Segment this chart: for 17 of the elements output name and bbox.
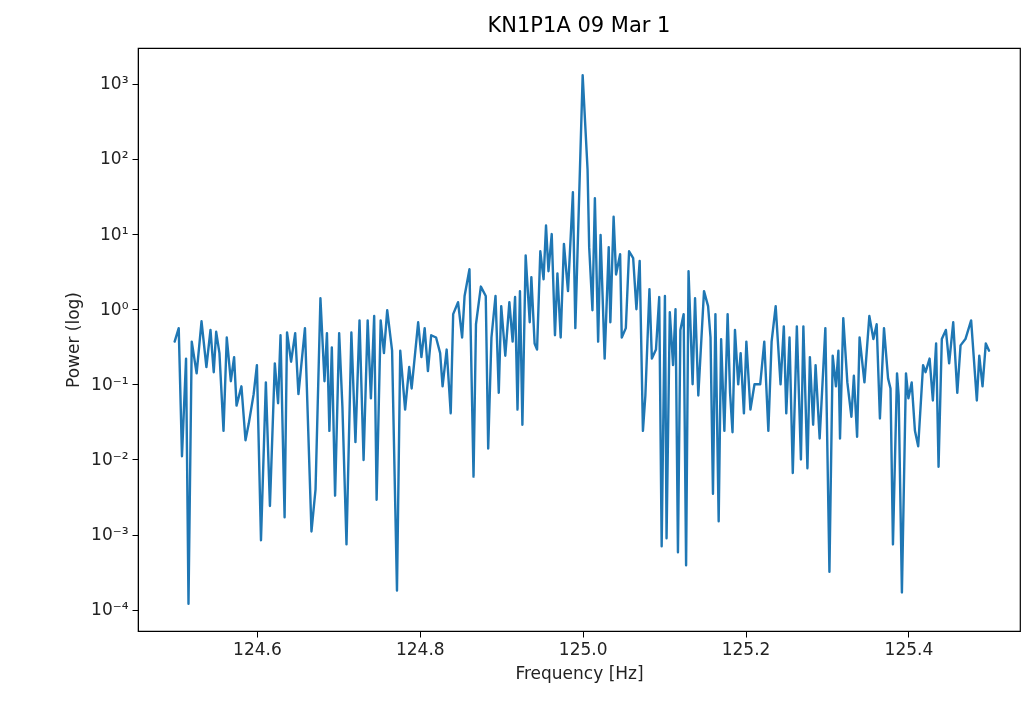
y-tick-label: 10² bbox=[100, 148, 129, 169]
y-tick-label: 10³ bbox=[100, 73, 129, 94]
x-tick-label: 124.8 bbox=[395, 638, 445, 659]
y-tick-label: 10⁻⁴ bbox=[91, 599, 129, 620]
x-tick-label: 124.6 bbox=[233, 638, 282, 659]
x-tick-label: 125.4 bbox=[884, 638, 934, 659]
y-tick-label: 10⁻³ bbox=[91, 524, 129, 545]
x-tick-label: 125.2 bbox=[721, 638, 771, 659]
y-tick-label: 10⁻¹ bbox=[91, 373, 129, 394]
chart-title: KN1P1A 09 Mar 1 bbox=[487, 13, 671, 37]
y-tick-label: 10¹ bbox=[100, 223, 129, 244]
line-series bbox=[173, 74, 991, 605]
x-tick-label: 125.0 bbox=[558, 638, 608, 659]
y-tick-label: 10⁻² bbox=[91, 448, 129, 469]
y-tick-label: 10⁰ bbox=[100, 298, 129, 319]
x-axis-title: Frequency [Hz] bbox=[515, 662, 644, 683]
y-axis-title: Power (log) bbox=[63, 292, 84, 388]
